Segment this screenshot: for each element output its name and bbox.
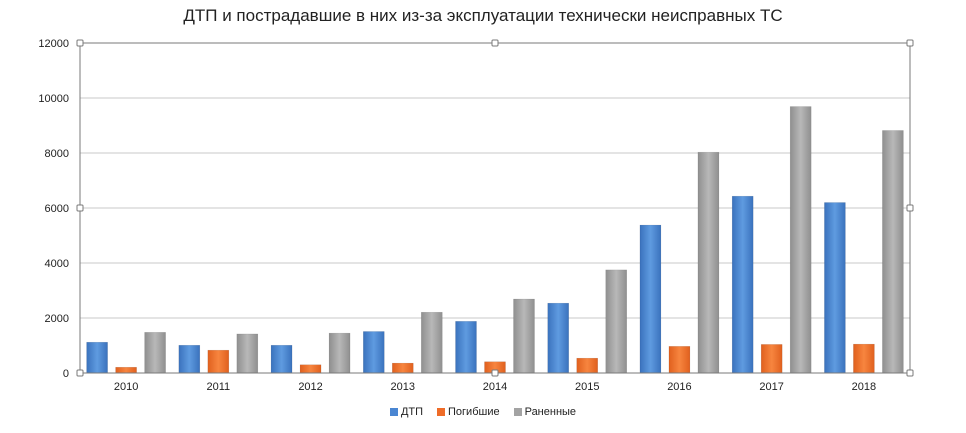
bar-injured	[236, 333, 259, 374]
resize-handle	[491, 369, 499, 377]
x-tick-label: 2015	[575, 381, 599, 393]
y-tick-label: 4000	[45, 258, 69, 270]
bar-killed	[299, 364, 322, 374]
x-tick-label: 2014	[483, 381, 507, 393]
bar-dtp	[824, 202, 846, 374]
bar-killed	[576, 357, 598, 374]
x-tick-label: 2017	[759, 381, 783, 393]
y-axis: 0 2000 4000 6000 8000 10000 12000	[38, 38, 69, 380]
bar-injured	[882, 130, 904, 374]
bar-injured	[605, 269, 627, 374]
bar-dtp	[455, 321, 477, 374]
resize-handle	[906, 369, 914, 377]
legend-label-injured: Раненные	[524, 406, 577, 418]
y-tick-label: 6000	[45, 203, 69, 215]
bar-dtp	[270, 344, 293, 374]
y-tick-label: 0	[63, 368, 69, 380]
legend-swatch-dtp	[389, 408, 398, 416]
bar-injured	[421, 311, 443, 374]
plot-frame	[76, 39, 914, 377]
bar-dtp	[363, 331, 385, 374]
y-tick-label: 10000	[38, 93, 69, 105]
bar-injured	[513, 298, 535, 374]
bar-dtp	[178, 344, 201, 374]
bar-dtp	[731, 195, 754, 374]
resize-handle	[76, 204, 84, 212]
legend-item-killed: Погибшие	[437, 406, 500, 418]
legend-swatch-injured	[513, 408, 522, 416]
resize-handle	[76, 39, 84, 47]
bar-dtp	[639, 224, 662, 374]
resize-handle	[906, 39, 914, 47]
bar-killed	[392, 362, 414, 374]
legend-item-dtp: ДТП	[389, 406, 424, 418]
x-tick-label: 2010	[114, 381, 138, 393]
bar-injured	[328, 332, 351, 374]
bar-dtp	[86, 341, 108, 374]
x-tick-label: 2016	[667, 381, 691, 393]
legend-label-killed: Погибшие	[448, 406, 500, 418]
bar-killed	[207, 349, 230, 374]
bar-killed	[115, 366, 137, 374]
bar-injured	[789, 106, 812, 374]
legend-swatch-killed	[437, 408, 446, 416]
chart-title: ДТП и пострадавшие в них из-за эксплуата…	[183, 6, 783, 25]
x-axis: 2010 2011 2012 2013 2014 2015 2016 2017 2018	[114, 381, 876, 393]
x-tick-label: 2013	[391, 381, 415, 393]
bar-killed	[760, 344, 783, 374]
bar-injured	[697, 151, 720, 374]
legend-item-injured: Раненные	[513, 406, 577, 418]
bar-killed	[668, 346, 691, 374]
legend-label-dtp: ДТП	[400, 406, 424, 418]
legend: ДТП Погибшие Раненные	[0, 406, 966, 418]
bars	[86, 106, 904, 374]
bar-killed	[853, 343, 875, 374]
x-tick-label: 2018	[852, 381, 876, 393]
bar-injured	[144, 332, 166, 374]
x-tick-label: 2012	[298, 381, 322, 393]
gridlines	[80, 42, 910, 374]
resize-handle	[491, 39, 499, 47]
y-tick-label: 12000	[38, 38, 69, 50]
resize-handle	[76, 369, 84, 377]
x-tick-label: 2011	[207, 381, 231, 393]
y-tick-label: 2000	[45, 313, 69, 325]
resize-handle	[906, 204, 914, 212]
y-tick-label: 8000	[45, 148, 69, 160]
bar-dtp	[547, 302, 569, 374]
